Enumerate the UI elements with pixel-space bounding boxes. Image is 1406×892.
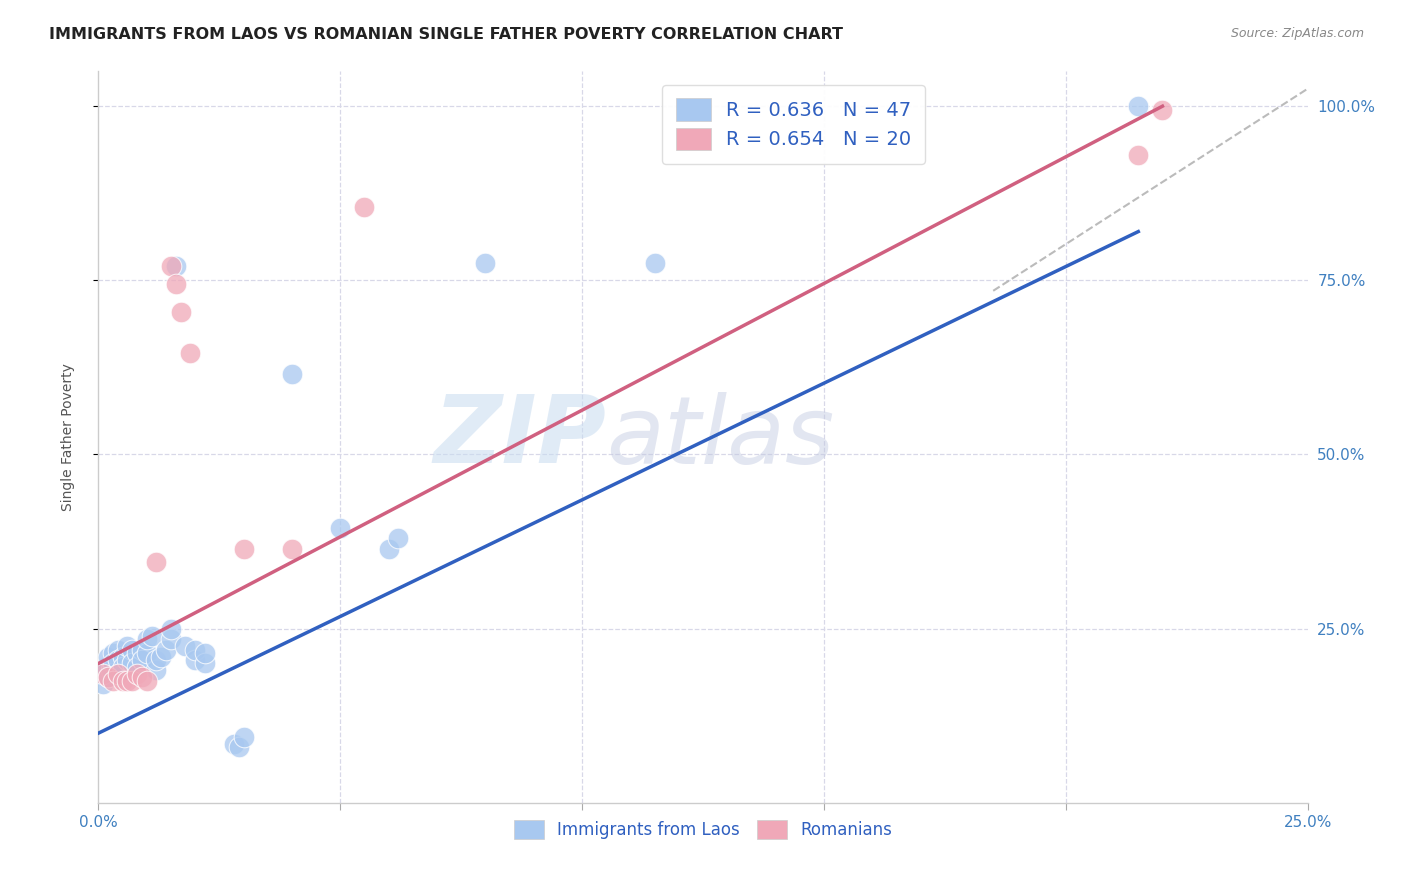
- Point: [329, 521, 352, 535]
- Point: [101, 657, 124, 671]
- Point: [150, 649, 173, 664]
- Point: [160, 260, 183, 274]
- Point: [160, 622, 183, 636]
- Point: [117, 653, 139, 667]
- Point: [111, 673, 134, 688]
- Point: [97, 670, 120, 684]
- Text: atlas: atlas: [606, 392, 835, 483]
- Point: [97, 670, 120, 684]
- Legend: Immigrants from Laos, Romanians: Immigrants from Laos, Romanians: [503, 810, 903, 849]
- Point: [91, 667, 114, 681]
- Point: [145, 556, 167, 570]
- Text: Source: ZipAtlas.com: Source: ZipAtlas.com: [1230, 27, 1364, 40]
- Point: [165, 277, 187, 291]
- Point: [165, 260, 187, 274]
- Point: [131, 653, 153, 667]
- Point: [135, 632, 157, 646]
- Point: [160, 632, 183, 646]
- Point: [145, 664, 167, 678]
- Point: [135, 673, 157, 688]
- Point: [107, 667, 129, 681]
- Point: [194, 657, 217, 671]
- Point: [101, 646, 124, 660]
- Point: [232, 541, 254, 556]
- Point: [117, 673, 139, 688]
- Text: ZIP: ZIP: [433, 391, 606, 483]
- Point: [101, 673, 124, 688]
- Point: [169, 304, 191, 318]
- Point: [281, 541, 304, 556]
- Point: [107, 653, 129, 667]
- Point: [121, 657, 143, 671]
- Point: [232, 730, 254, 744]
- Point: [121, 642, 143, 657]
- Point: [127, 646, 149, 660]
- Point: [184, 642, 207, 657]
- Point: [131, 642, 153, 657]
- Point: [107, 667, 129, 681]
- Point: [194, 646, 217, 660]
- Point: [1128, 99, 1150, 113]
- Point: [121, 673, 143, 688]
- Point: [100, 664, 122, 678]
- Point: [141, 629, 163, 643]
- Point: [179, 346, 201, 360]
- Point: [111, 660, 134, 674]
- Point: [107, 642, 129, 657]
- Point: [91, 677, 114, 691]
- Text: IMMIGRANTS FROM LAOS VS ROMANIAN SINGLE FATHER POVERTY CORRELATION CHART: IMMIGRANTS FROM LAOS VS ROMANIAN SINGLE …: [49, 27, 844, 42]
- Point: [377, 541, 399, 556]
- Point: [1128, 148, 1150, 162]
- Point: [111, 649, 134, 664]
- Point: [145, 653, 167, 667]
- Y-axis label: Single Father Poverty: Single Father Poverty: [60, 363, 75, 511]
- Point: [97, 649, 120, 664]
- Point: [131, 670, 153, 684]
- Point: [387, 531, 409, 545]
- Point: [117, 639, 139, 653]
- Point: [474, 256, 496, 270]
- Point: [222, 737, 245, 751]
- Point: [174, 639, 197, 653]
- Point: [90, 667, 112, 681]
- Point: [184, 653, 207, 667]
- Point: [127, 667, 149, 681]
- Point: [135, 646, 157, 660]
- Point: [127, 660, 149, 674]
- Point: [228, 740, 250, 755]
- Point: [353, 200, 375, 214]
- Point: [94, 660, 117, 674]
- Point: [91, 664, 114, 678]
- Point: [155, 642, 177, 657]
- Point: [281, 368, 304, 382]
- Point: [1152, 103, 1174, 117]
- Point: [644, 256, 666, 270]
